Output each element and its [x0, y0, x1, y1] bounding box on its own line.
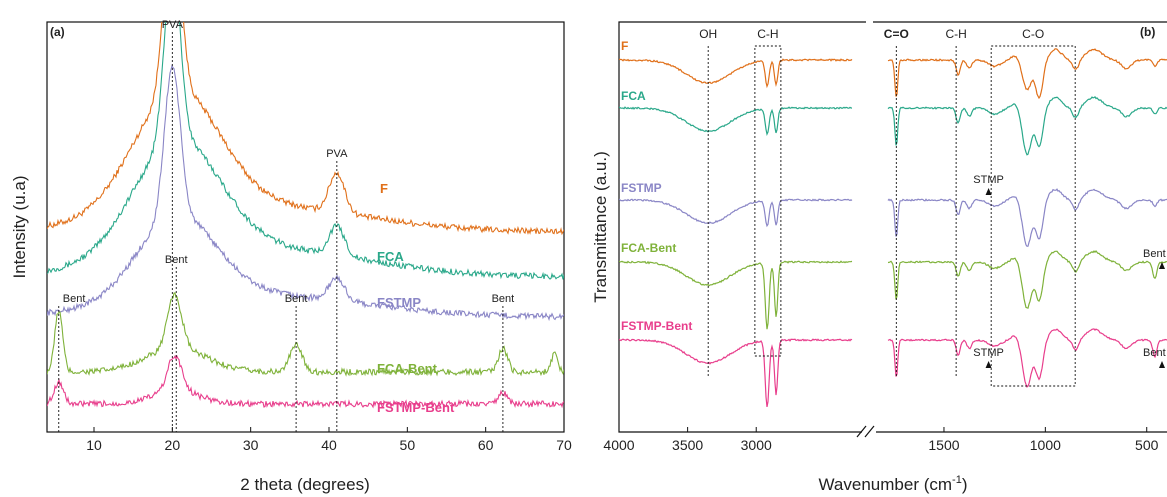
ftir-series-line: [619, 58, 853, 89]
ftir-series-label: FCA-Bent: [621, 241, 676, 255]
ftir-annotations: STMP STMP Bent Bent: [973, 174, 1166, 368]
arrow-up-icon: [1159, 361, 1165, 368]
xrd-peak-label: PVA: [326, 148, 348, 160]
ftir-annotation-label: Bent: [1143, 347, 1166, 359]
xrd-series-label: F: [380, 181, 388, 196]
xrd-series-line: [47, 292, 564, 377]
xrd-series-line: [47, 22, 564, 280]
ftir-annotation-label: STMP: [973, 174, 1004, 186]
ftir-tick-label: 1500: [928, 437, 959, 453]
xrd-tick-label: 50: [400, 437, 416, 453]
xrd-tick-label: 10: [86, 437, 102, 453]
ftir-band-label: C=O: [884, 27, 909, 41]
arrow-up-icon: [985, 188, 992, 195]
xrd-series-label: FSTMP: [377, 295, 421, 310]
xrd-series-line: [47, 64, 564, 322]
ftir-band-label: C-H: [757, 27, 778, 41]
xrd-peak-markers: PVA PVA Bent Bent Bent Bent: [58, 19, 515, 432]
ftir-band-label: C-O: [1022, 27, 1044, 41]
ftir-band-label: C-H: [945, 27, 966, 41]
ftir-band-box: [754, 45, 782, 357]
xrd-series-label: FCA: [377, 249, 404, 264]
ftir-series-line: [887, 96, 1167, 156]
xrd-peak-label: PVA: [162, 19, 184, 31]
ftir-series-line: [619, 338, 853, 408]
xrd-tick-label: 60: [478, 437, 494, 453]
ftir-series-group: [619, 48, 1167, 408]
ftir-annotation-label: STMP: [973, 347, 1004, 359]
ftir-annotation-label: Bent: [1143, 248, 1166, 260]
ftir-series-line: [887, 48, 1167, 100]
xrd-plot-frame: [46, 21, 565, 433]
ftir-x-axis-label: Wavenumber (cm-1): [819, 474, 968, 494]
xrd-series-line: [47, 354, 564, 409]
ftir-series-line: [887, 250, 1167, 309]
xrd-series-labels: F FCA FSTMP FCA-Bent FSTMP-Bent: [377, 181, 455, 415]
xrd-series-label: FSTMP-Bent: [377, 400, 455, 415]
ftir-band-label: OH: [699, 27, 717, 41]
xrd-series-label: FCA-Bent: [377, 361, 438, 376]
xrd-series-group: [47, 22, 564, 409]
ftir-tick-label: 3500: [672, 437, 703, 453]
ftir-series-label: FCA: [621, 89, 646, 103]
xrd-tick-label: 20: [165, 437, 181, 453]
ftir-tick-label: 3000: [741, 437, 772, 453]
xrd-peak-label: Bent: [285, 293, 308, 305]
ftir-tick-label: 4000: [603, 437, 634, 453]
ftir-panel: (b) OH C-H C=O C-H C-O F FCA FSTMP FCA-Bent FSTM…: [591, 21, 1167, 494]
arrow-up-icon: [1159, 262, 1165, 269]
ftir-series-labels: F FCA FSTMP FCA-Bent FSTMP-Bent: [621, 39, 692, 333]
xrd-peak-label: Bent: [165, 254, 188, 266]
ftir-series-label: FSTMP: [621, 181, 662, 195]
xrd-peak-label: Bent: [63, 293, 86, 305]
ftir-band-markers: OH C-H C=O C-H C-O: [699, 27, 1076, 387]
arrow-up-icon: [985, 361, 992, 368]
ftir-y-axis-label: Transmittance (a.u.): [591, 151, 610, 302]
xrd-panel: (a) PVA PVA Bent Bent Bent Bent F FCA FSTMP FCA-…: [10, 19, 572, 494]
xrd-tick-label: 30: [243, 437, 259, 453]
ftir-series-line: [619, 198, 853, 228]
xrd-x-axis-label: 2 theta (degrees): [240, 475, 369, 494]
ftir-panel-label: (b): [1140, 25, 1155, 39]
ftir-series-line: [619, 106, 852, 136]
ftir-series-line: [887, 188, 1167, 247]
ftir-plot-frame-right: [873, 21, 1167, 433]
xrd-x-ticks: 10 20 30 40 50 60 70: [86, 427, 572, 453]
ftir-series-label: FSTMP-Bent: [621, 319, 692, 333]
axis-break-icon: [856, 425, 875, 438]
xrd-tick-label: 40: [321, 437, 337, 453]
ftir-series-label: F: [621, 39, 628, 53]
ftir-plot-frame-left: [618, 21, 866, 433]
ftir-tick-label: 1000: [1030, 437, 1061, 453]
xrd-panel-label: (a): [50, 25, 65, 39]
xrd-tick-label: 70: [556, 437, 572, 453]
ftir-tick-label: 500: [1135, 437, 1159, 453]
xrd-series-line: [47, 22, 564, 236]
ftir-series-line: [887, 328, 1167, 388]
ftir-band-box: [990, 45, 1076, 387]
ftir-series-line: [619, 260, 853, 330]
xrd-peak-label: Bent: [492, 293, 515, 305]
ftir-x-ticks: 4000 3500 3000 1500 1000 500: [603, 427, 1159, 453]
xrd-y-axis-label: Intensity (u.a): [10, 176, 29, 279]
